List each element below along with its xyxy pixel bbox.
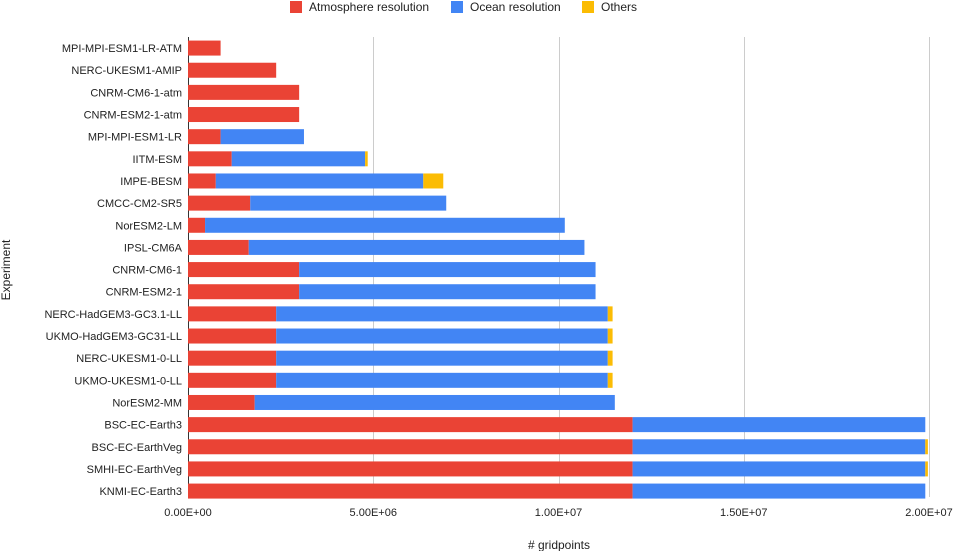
legend: Atmosphere resolution Ocean resolution Oth… [290, 0, 637, 14]
bar-segment [188, 62, 277, 78]
bar-segment [188, 84, 300, 100]
bar-segment [188, 483, 633, 499]
bar-segment [231, 151, 366, 167]
bar-segment [248, 239, 585, 255]
x-tick-label: 5.00E+06 [350, 507, 397, 519]
legend-label: Others [601, 0, 637, 14]
bar-segment [632, 483, 926, 499]
bar-segment [188, 461, 633, 477]
y-tick-label: NorESM2-MM [112, 397, 182, 409]
x-axis-title: # gridpoints [528, 538, 590, 551]
legend-label: Ocean resolution [470, 0, 561, 14]
y-tick-label: NERC-HadGEM3-GC3.1-LL [44, 309, 182, 321]
bar-segment [188, 107, 300, 123]
bar-segment [215, 173, 424, 189]
x-tick-label: 0.00E+00 [164, 507, 211, 519]
y-tick-label: CNRM-CM6-1 [112, 265, 182, 277]
legend-swatch [290, 1, 302, 13]
y-tick-label: NERC-UKESM1-0-LL [76, 353, 182, 365]
bar-segment [925, 439, 928, 455]
bar-segment [188, 439, 633, 455]
y-tick-label: BSC-EC-EarthVeg [92, 442, 182, 454]
bar-segment [188, 40, 221, 56]
bar-segment [188, 239, 249, 255]
bar-segment [607, 306, 613, 322]
bar-segment [205, 217, 565, 233]
bar-segment [188, 306, 277, 322]
bar-segment [299, 284, 596, 300]
bar-segment [276, 372, 608, 388]
y-tick-label: IITM-ESM [133, 154, 183, 166]
y-tick-label: UKMO-UKESM1-0-LL [74, 375, 182, 387]
x-tick-label: 2.00E+07 [905, 507, 952, 519]
bar-segment [254, 394, 615, 410]
y-axis-title: Experiment [0, 239, 13, 300]
y-tick-label: NERC-UKESM1-AMIP [71, 65, 182, 77]
y-tick-label: BSC-EC-Earth3 [104, 420, 182, 432]
bar-segment [188, 151, 232, 167]
bar-segment [632, 461, 926, 477]
bar-segment [276, 306, 608, 322]
bar-segment [607, 372, 613, 388]
x-tick-label: 1.50E+07 [720, 507, 767, 519]
bar-segment [188, 195, 251, 211]
y-tick-label: CNRM-CM6-1-atm [90, 87, 182, 99]
bar-segment [365, 151, 368, 167]
bar-segment [188, 417, 633, 433]
y-tick-label: IPSL-CM6A [124, 242, 183, 254]
y-tick-label: UKMO-HadGEM3-GC31-LL [46, 331, 182, 343]
y-tick-label: CNRM-ESM2-1 [106, 287, 182, 299]
bar-segment [607, 328, 613, 344]
bar-segment [925, 461, 928, 477]
y-tick-label: NorESM2-LM [115, 220, 182, 232]
bar-segment [188, 394, 255, 410]
y-tick-label: MPI-MPI-ESM1-LR-ATM [62, 43, 182, 55]
bar-segment [299, 262, 596, 278]
y-tick-label: CMCC-CM2-SR5 [97, 198, 182, 210]
x-tick-labels: 0.00E+00 5.00E+06 1.00E+07 1.50E+07 2.00E+07 [164, 507, 952, 519]
bar-segment [607, 350, 613, 366]
legend-label: Atmosphere resolution [309, 0, 429, 14]
x-tick-label: 1.00E+07 [535, 507, 582, 519]
y-tick-label: MPI-MPI-ESM1-LR [88, 132, 182, 144]
bar-segment [423, 173, 444, 189]
bar-segment [188, 217, 206, 233]
bar-segment [188, 262, 300, 278]
y-tick-label: KNMI-EC-Earth3 [99, 486, 182, 498]
bar-segment [188, 328, 277, 344]
y-tick-label: CNRM-ESM2-1-atm [84, 110, 182, 122]
bar-segment [276, 350, 608, 366]
y-tick-label: IMPE-BESM [120, 176, 182, 188]
bar-segment [250, 195, 447, 211]
bar-segment [188, 350, 277, 366]
bar-segment [188, 129, 221, 145]
legend-swatch [582, 1, 594, 13]
bar-segment [632, 439, 926, 455]
y-tick-label: SMHI-EC-EarthVeg [87, 464, 182, 476]
bar-segment [188, 372, 277, 388]
y-tick-labels: MPI-MPI-ESM1-LR-ATM NERC-UKESM1-AMIP CNRM-… [44, 43, 182, 498]
bar-segment [188, 284, 300, 300]
bar-segment [220, 129, 304, 145]
legend-swatch [451, 1, 463, 13]
bar-segment [632, 417, 926, 433]
bars [188, 40, 928, 499]
bar-segment [276, 328, 608, 344]
bar-segment [188, 173, 216, 189]
